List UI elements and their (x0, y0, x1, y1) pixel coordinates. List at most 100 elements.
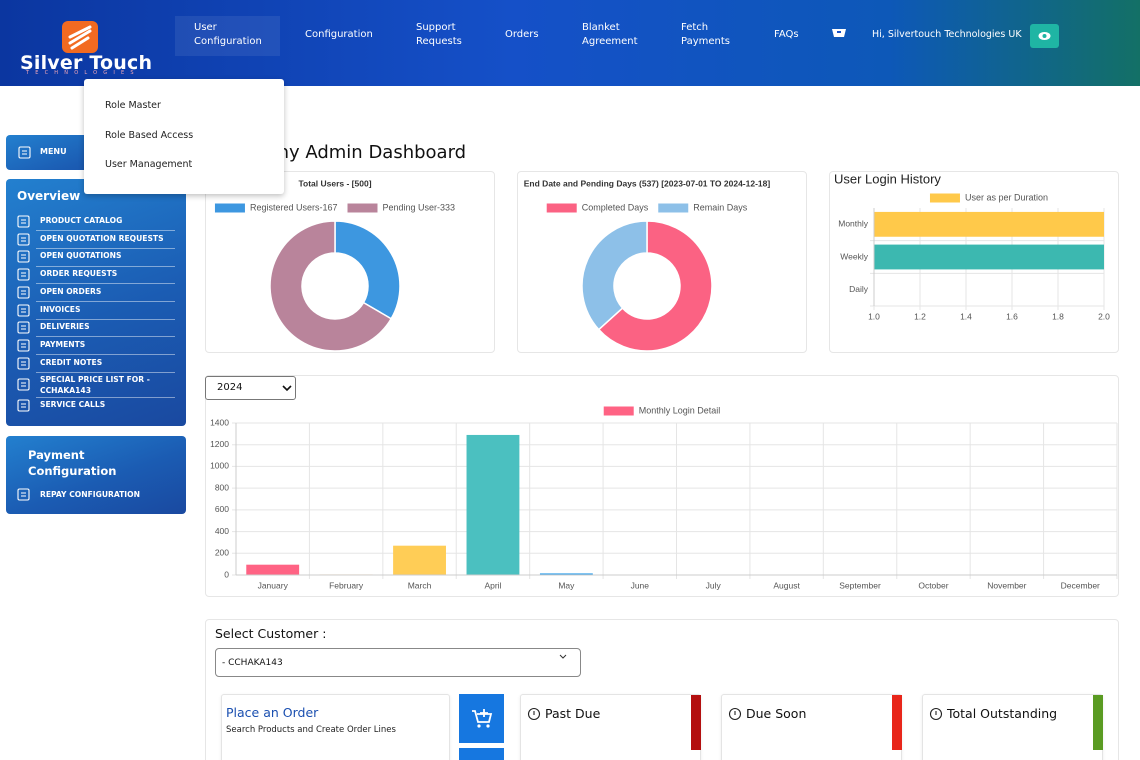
dropdown-item[interactable]: Role Master (105, 100, 161, 111)
item-divider (36, 396, 175, 398)
overview-item[interactable]: PAYMENTS (40, 339, 86, 349)
eye-icon[interactable] (1030, 24, 1059, 48)
menu-label: MENU (40, 147, 67, 156)
overview-item[interactable]: CREDIT NOTES (40, 357, 103, 367)
chevron (559, 654, 567, 659)
bar (246, 564, 300, 575)
eye-button[interactable] (1030, 24, 1059, 48)
item-divider (36, 265, 175, 267)
customer-label: Select Customer : (215, 626, 327, 641)
overview-item[interactable]: OPEN ORDERS (40, 286, 102, 296)
dropdown-item[interactable]: Role Based Access (105, 129, 194, 141)
overview-item[interactable]: SPECIAL PRICE LIST FOR - CCHAKA143 (40, 375, 150, 396)
cart-icon[interactable] (471, 708, 493, 728)
action-button[interactable] (459, 694, 504, 743)
customer-value: - CCHAKA143 (222, 658, 283, 668)
cart-plus (480, 709, 488, 717)
y-tick-label: 1400 (210, 417, 229, 427)
customer-panel: Select Customer : - CCHAKA143 Place an Ord… (205, 619, 1119, 760)
card-stripe (1093, 695, 1103, 750)
x-tick-label: December (1061, 580, 1100, 590)
logo-stroke (70, 36, 90, 50)
y-tick-label: 0 (224, 569, 229, 579)
payment-item[interactable]: REPAY CONFIGURATION (40, 490, 140, 499)
card-stripe (691, 695, 701, 750)
icon-frame (17, 286, 30, 299)
y-tick-label: 1200 (210, 439, 229, 449)
chart-title: User Login History (834, 172, 941, 186)
nav-item[interactable]: Orders (505, 29, 539, 40)
logo-subtext: TECHNOLOGIES (26, 70, 140, 76)
chart-panel: Total Users - [500] Registered Users-167 P… (205, 171, 495, 353)
icon-frame (17, 215, 30, 228)
legend-swatch (603, 406, 634, 416)
item-icon (17, 303, 30, 317)
nav-item[interactable]: Configuration (305, 29, 373, 40)
header: Silver Touch TECHNOLOGIES User Configurati… (0, 0, 1140, 86)
action-button[interactable] (459, 748, 504, 760)
basket-icon[interactable] (831, 25, 847, 39)
overview-item[interactable]: DELIVERIES (40, 322, 90, 332)
overview-item[interactable]: ORDER REQUESTS (40, 269, 118, 279)
x-tick-label: June (631, 580, 650, 590)
item-icon (17, 268, 30, 281)
x-tick-label: February (329, 580, 364, 590)
card-title[interactable]: Place an Order (226, 705, 319, 720)
chevron (282, 385, 292, 392)
icon-frame (17, 303, 30, 317)
chart-title: End Date and Pending Days (537) [2023-07… (524, 178, 771, 188)
overview-item[interactable]: INVOICES (40, 304, 81, 314)
donut-slice (269, 220, 393, 352)
year-select[interactable]: 2024 (205, 376, 296, 400)
chart: Monthly Login Detail 0 200 400 600 800 1000 120… (210, 405, 1118, 590)
nav-item[interactable]: FAQs (774, 29, 799, 40)
summary-card: Due Soon (721, 694, 902, 760)
item-icon (17, 215, 30, 228)
x-tick-label: January (258, 580, 289, 590)
nav-item[interactable]: User Configuration (194, 22, 262, 47)
x-tick-label: 1.6 (1006, 311, 1018, 321)
bar (874, 244, 1104, 270)
logo-stroke (68, 25, 92, 39)
icon-frame (17, 378, 30, 391)
x-tick-label: 1.0 (868, 311, 880, 321)
logo-text: Silver Touch (20, 52, 153, 74)
chart-title: Total Users - [500] (298, 178, 371, 188)
chart: End Date and Pending Days (537) [2023-07… (524, 178, 771, 352)
y-tick-label: Daily (849, 284, 869, 294)
donut-slice (334, 220, 401, 320)
icon-frame (17, 357, 30, 370)
item-divider (36, 230, 175, 232)
icon-circle (728, 707, 742, 721)
overview-box: Overview PRODUCT CATALOG OPEN QUOTATION RE… (6, 179, 186, 426)
cart-wheel (477, 724, 481, 728)
legend-label: Monthly Login Detail (639, 405, 721, 415)
customer-select[interactable]: - CCHAKA143 (215, 648, 581, 677)
item-divider (36, 336, 175, 338)
cart-body (472, 710, 493, 723)
x-tick-label: March (408, 580, 432, 590)
item-divider (36, 283, 175, 285)
dropdown-item[interactable]: User Management (105, 159, 193, 170)
item-divider (36, 318, 175, 320)
overview-item[interactable]: OPEN QUOTATIONS (40, 251, 122, 261)
x-tick-label: April (484, 580, 501, 590)
y-tick-label: 800 (215, 482, 229, 492)
overview-item[interactable]: OPEN QUOTATION REQUESTS (40, 233, 164, 243)
x-tick-label: May (558, 580, 575, 590)
item-icon (17, 233, 30, 246)
overview-item[interactable]: SERVICE CALLS (40, 400, 106, 410)
nav-item[interactable]: Blanket Agreement (582, 22, 638, 47)
legend-swatch (347, 203, 378, 213)
chevron-path (559, 654, 567, 659)
nav-item[interactable]: Support Requests (416, 22, 462, 47)
legend-swatch (658, 203, 689, 213)
icon-frame (18, 146, 31, 159)
payment-title: Payment Configuration (28, 448, 117, 478)
overview-item[interactable]: PRODUCT CATALOG (40, 216, 123, 225)
summary-card: Place an Order Search Products and Create… (221, 694, 450, 760)
nav-item[interactable]: Fetch Payments (681, 22, 730, 47)
item-icon (18, 146, 31, 159)
x-tick-label: 1.4 (960, 311, 972, 321)
